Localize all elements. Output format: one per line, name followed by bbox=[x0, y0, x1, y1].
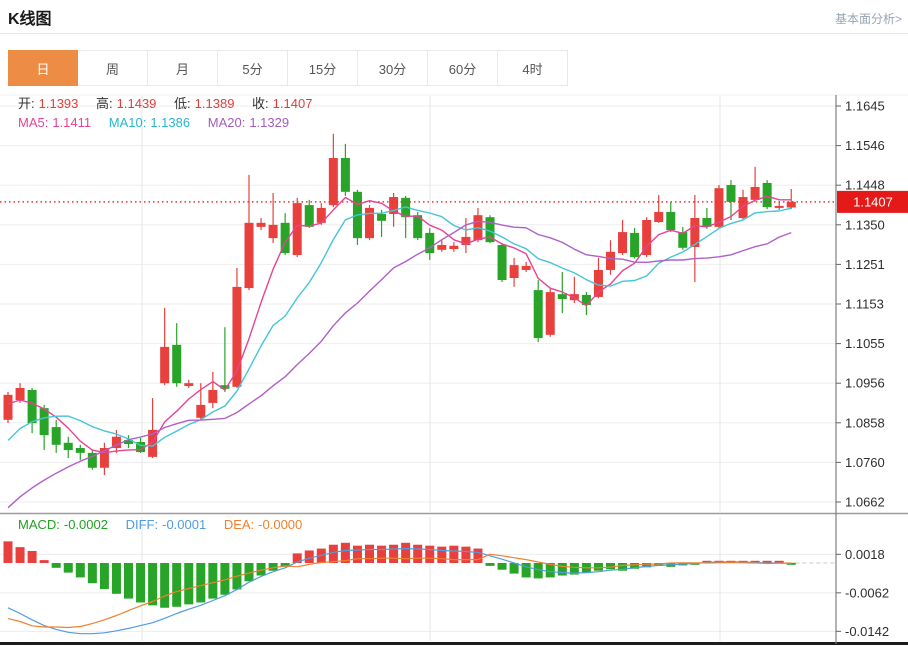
macd-label: MACD: bbox=[18, 517, 60, 532]
svg-text:-0.0062: -0.0062 bbox=[845, 585, 889, 600]
close-label: 收: bbox=[252, 96, 269, 111]
svg-text:1.0858: 1.0858 bbox=[845, 415, 885, 430]
header-divider bbox=[0, 33, 908, 34]
macd-value: -0.0002 bbox=[63, 517, 108, 532]
ma20-label: MA20: bbox=[207, 115, 246, 130]
page-title: K线图 bbox=[8, 11, 52, 28]
open-value: 1.1393 bbox=[38, 96, 79, 111]
svg-text:1.0956: 1.0956 bbox=[845, 376, 885, 391]
svg-text:1.0662: 1.0662 bbox=[845, 495, 885, 510]
low-value: 1.1389 bbox=[194, 96, 235, 111]
timeframe-tab-bar: 日周月 5分 15分 30分 60分 4时 bbox=[8, 50, 568, 86]
ma20-value: 1.1329 bbox=[249, 115, 290, 130]
svg-text:1.1407: 1.1407 bbox=[853, 194, 893, 209]
fundamental-analysis-link[interactable]: 基本面分析> bbox=[834, 12, 902, 26]
open-label: 开: bbox=[18, 96, 35, 111]
high-value: 1.1439 bbox=[116, 96, 157, 111]
diff-label: DIFF: bbox=[125, 517, 159, 532]
tab-4时[interactable]: 4时 bbox=[498, 50, 568, 86]
svg-text:1.1153: 1.1153 bbox=[845, 297, 884, 312]
svg-text:1.1251: 1.1251 bbox=[845, 257, 885, 272]
ma5-label: MA5: bbox=[18, 115, 49, 130]
svg-text:0.0018: 0.0018 bbox=[845, 547, 885, 562]
tab-60分[interactable]: 60分 bbox=[428, 50, 498, 86]
svg-text:1.1546: 1.1546 bbox=[845, 138, 885, 153]
tab-30分[interactable]: 30分 bbox=[358, 50, 428, 86]
ohlc-info-bar: 开: 1.1393 高: 1.1439 低: 1.1389 收: 1.1407 bbox=[18, 93, 316, 112]
svg-text:1.1448: 1.1448 bbox=[845, 178, 885, 193]
dea-label: DEA: bbox=[223, 517, 255, 532]
ma10-value: 1.1386 bbox=[150, 115, 191, 130]
close-value: 1.1407 bbox=[272, 96, 313, 111]
svg-text:-0.0142: -0.0142 bbox=[845, 624, 889, 639]
tab-5分[interactable]: 5分 bbox=[218, 50, 288, 86]
ma-info-bar: MA5: 1.1411 MA10: 1.1386 MA20: 1.1329 bbox=[18, 115, 293, 130]
svg-text:1.1055: 1.1055 bbox=[845, 336, 885, 351]
tab-日[interactable]: 日 bbox=[8, 50, 78, 86]
tab-周[interactable]: 周 bbox=[78, 50, 148, 86]
tab-15分[interactable]: 15分 bbox=[288, 50, 358, 86]
svg-text:1.1645: 1.1645 bbox=[845, 99, 885, 114]
ma10-label: MA10: bbox=[108, 115, 147, 130]
svg-text:1.0760: 1.0760 bbox=[845, 455, 885, 470]
high-label: 高: bbox=[96, 96, 113, 111]
svg-text:1.1350: 1.1350 bbox=[845, 217, 885, 232]
macd-info-bar: MACD: -0.0002 DIFF: -0.0001 DEA: -0.0000 bbox=[18, 517, 306, 532]
ma5-value: 1.1411 bbox=[52, 115, 92, 130]
low-label: 低: bbox=[174, 96, 191, 111]
tab-月[interactable]: 月 bbox=[148, 50, 218, 86]
current-price-tag bbox=[837, 190, 908, 213]
dea-value: -0.0000 bbox=[258, 517, 303, 532]
diff-value: -0.0001 bbox=[162, 517, 207, 532]
